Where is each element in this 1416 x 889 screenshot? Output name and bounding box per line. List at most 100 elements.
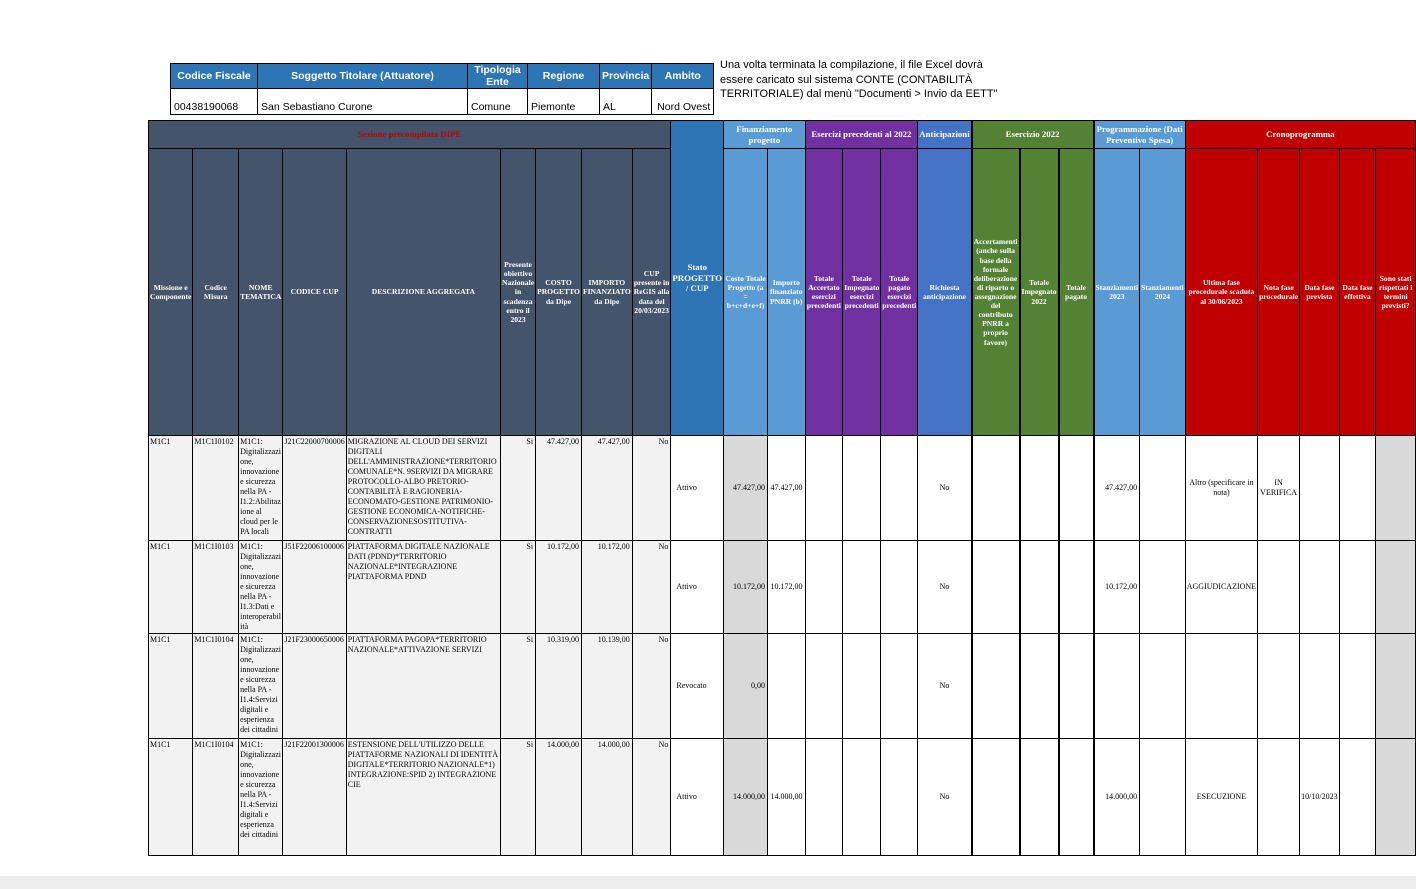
- cell-r3-c18[interactable]: [1018, 633, 1060, 739]
- cell-r1-c3[interactable]: M1C1: Digitalizzazione, innovazione e si…: [238, 435, 284, 541]
- cell-r2-c18[interactable]: [1018, 540, 1060, 634]
- cell-r1-c1[interactable]: M1C1: [147, 435, 194, 541]
- cell-r1-c13[interactable]: [804, 435, 844, 541]
- cell-r4-c22[interactable]: ESECUZIONE: [1184, 738, 1259, 856]
- cell-r1-c19[interactable]: [1057, 435, 1095, 541]
- cell-r2-c16[interactable]: No: [917, 540, 973, 634]
- cell-r3-c19[interactable]: [1057, 633, 1095, 739]
- cell-r4-c24[interactable]: 10/10/2023: [1299, 738, 1340, 856]
- regione-value[interactable]: Piemonte: [527, 88, 600, 115]
- cell-r4-c7[interactable]: 14.000,00: [535, 738, 582, 856]
- cell-r4-c20[interactable]: 14.000,00: [1093, 738, 1141, 856]
- cell-r4-c13[interactable]: [804, 738, 844, 856]
- cell-r3-c24[interactable]: [1299, 633, 1340, 739]
- cell-r3-c3[interactable]: M1C1: Digitalizzazione, innovazione e si…: [238, 633, 284, 739]
- cell-r4-c2[interactable]: M1C1I0104: [192, 738, 240, 856]
- cell-r2-c1[interactable]: M1C1: [147, 540, 194, 634]
- cell-r1-c6[interactable]: Si: [499, 435, 537, 541]
- cell-r3-c20[interactable]: [1093, 633, 1141, 739]
- cell-r3-c1[interactable]: M1C1: [147, 633, 194, 739]
- cell-r4-c21[interactable]: [1139, 738, 1186, 856]
- cell-r2-c12[interactable]: 10.172,00: [767, 540, 806, 634]
- ambito-value[interactable]: Nord Ovest: [651, 88, 715, 115]
- provincia-value[interactable]: AL: [598, 88, 653, 115]
- cell-r3-c14[interactable]: [842, 633, 882, 739]
- cell-r1-c9[interactable]: No: [631, 435, 672, 541]
- cell-r2-c20[interactable]: 10.172,00: [1093, 540, 1141, 634]
- cell-r4-c11[interactable]: 14.000,00: [723, 738, 768, 856]
- cell-r2-c2[interactable]: M1C1I0103: [192, 540, 240, 634]
- cell-r2-c4[interactable]: J51F22006100006: [282, 540, 347, 634]
- cell-r3-c5[interactable]: PIATTAFORMA PAGOPA*TERRITORIO NAZIONALE*…: [345, 633, 502, 739]
- cell-r3-c10[interactable]: Revocato: [670, 633, 725, 739]
- cell-r4-c1[interactable]: M1C1: [147, 738, 194, 856]
- cell-r2-c9[interactable]: No: [631, 540, 672, 634]
- soggetto-titolare-value[interactable]: San Sebastiano Curone: [257, 88, 468, 115]
- cell-r1-c8[interactable]: 47.427,00: [580, 435, 633, 541]
- cell-r1-c12[interactable]: 47.427,00: [767, 435, 806, 541]
- cell-r3-c11[interactable]: 0,00: [723, 633, 768, 739]
- cell-r2-c10[interactable]: Attivo: [670, 540, 725, 634]
- cell-r4-c10[interactable]: Attivo: [670, 738, 725, 856]
- cell-r1-c24[interactable]: [1299, 435, 1340, 541]
- cell-r1-c5[interactable]: MIGRAZIONE AL CLOUD DEI SERVIZI DIGITALI…: [345, 435, 502, 541]
- cell-r2-c6[interactable]: Si: [499, 540, 537, 634]
- cell-r3-c4[interactable]: J21F23000650006: [282, 633, 347, 739]
- cell-r4-c5[interactable]: ESTENSIONE DELL'UTILIZZO DELLE PIATTAFOR…: [345, 738, 502, 856]
- cell-r1-c17[interactable]: [970, 435, 1021, 541]
- cell-r4-c12[interactable]: 14.000,00: [767, 738, 806, 856]
- cell-r2-c8[interactable]: 10.172,00: [580, 540, 633, 634]
- cell-r3-c2[interactable]: M1C1I0104: [192, 633, 240, 739]
- cell-r2-c17[interactable]: [970, 540, 1021, 634]
- cell-r1-c23[interactable]: IN VERIFICA: [1257, 435, 1301, 541]
- cell-r4-c19[interactable]: [1057, 738, 1095, 856]
- cell-r2-c15[interactable]: [880, 540, 919, 634]
- cell-r1-c2[interactable]: M1C1I0102: [192, 435, 240, 541]
- cell-r3-c16[interactable]: No: [917, 633, 973, 739]
- cell-r3-c9[interactable]: No: [631, 633, 672, 739]
- cell-r4-c15[interactable]: [880, 738, 919, 856]
- cell-r3-c12[interactable]: [767, 633, 806, 739]
- cell-r2-c11[interactable]: 10.172,00: [723, 540, 768, 634]
- cell-r2-c14[interactable]: [842, 540, 882, 634]
- cell-r3-c25[interactable]: [1338, 633, 1377, 739]
- cell-r1-c15[interactable]: [880, 435, 919, 541]
- cell-r1-c16[interactable]: No: [917, 435, 973, 541]
- cell-r2-c19[interactable]: [1057, 540, 1095, 634]
- cell-r1-c26[interactable]: [1375, 435, 1416, 541]
- cell-r4-c25[interactable]: [1338, 738, 1377, 856]
- cell-r4-c4[interactable]: J21F22001300006: [282, 738, 347, 856]
- cell-r2-c3[interactable]: M1C1: Digitalizzazione, innovazione e si…: [238, 540, 284, 634]
- cell-r2-c25[interactable]: [1338, 540, 1377, 634]
- cell-r1-c25[interactable]: [1338, 435, 1377, 541]
- cell-r2-c22[interactable]: AGGIUDICAZIONE: [1184, 540, 1259, 634]
- cell-r1-c11[interactable]: 47.427,00: [723, 435, 768, 541]
- cell-r2-c23[interactable]: [1257, 540, 1301, 634]
- cell-r3-c8[interactable]: 10.139,00: [580, 633, 633, 739]
- cell-r2-c21[interactable]: [1139, 540, 1186, 634]
- cell-r1-c18[interactable]: [1018, 435, 1060, 541]
- tipologia-ente-value[interactable]: Comune: [467, 88, 528, 115]
- cell-r4-c9[interactable]: No: [631, 738, 672, 856]
- cell-r3-c13[interactable]: [804, 633, 844, 739]
- cell-r4-c26[interactable]: [1375, 738, 1416, 856]
- cell-r1-c22[interactable]: Altro (specificare in nota): [1184, 435, 1259, 541]
- cell-r3-c15[interactable]: [880, 633, 919, 739]
- cell-r1-c10[interactable]: Attivo: [670, 435, 725, 541]
- cell-r3-c23[interactable]: [1257, 633, 1301, 739]
- cell-r3-c7[interactable]: 10.319,00: [535, 633, 582, 739]
- cell-r4-c6[interactable]: Si: [499, 738, 537, 856]
- cell-r1-c21[interactable]: [1139, 435, 1186, 541]
- cell-r4-c14[interactable]: [842, 738, 882, 856]
- cell-r2-c7[interactable]: 10.172,00: [535, 540, 582, 634]
- cell-r4-c16[interactable]: No: [917, 738, 973, 856]
- cell-r4-c8[interactable]: 14.000,00: [580, 738, 633, 856]
- cell-r4-c3[interactable]: M1C1: Digitalizzazione, innovazione e si…: [238, 738, 284, 856]
- cell-r1-c20[interactable]: 47.427,00: [1093, 435, 1141, 541]
- cell-r1-c7[interactable]: 47.427,00: [535, 435, 582, 541]
- cell-r1-c4[interactable]: J21C22000700006: [282, 435, 347, 541]
- cell-r4-c17[interactable]: [970, 738, 1021, 856]
- cell-r3-c21[interactable]: [1139, 633, 1186, 739]
- cell-r3-c22[interactable]: [1184, 633, 1259, 739]
- codice-fiscale-value[interactable]: 00438190068: [170, 88, 258, 115]
